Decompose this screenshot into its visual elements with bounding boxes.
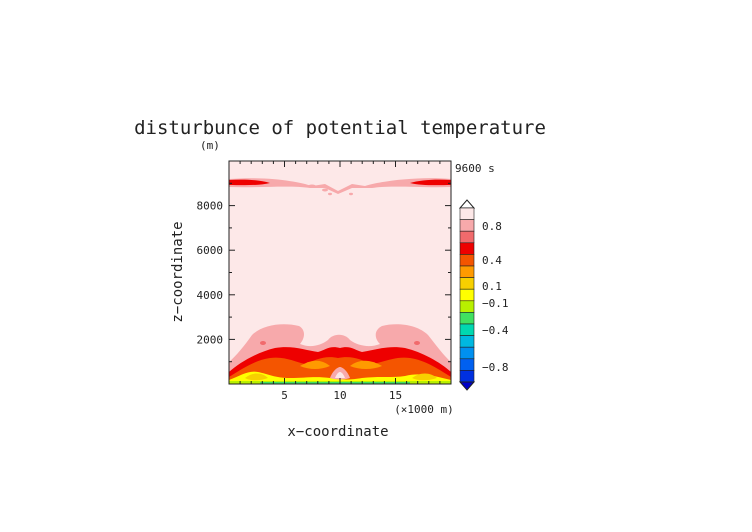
colorbar-segment [459, 312, 475, 325]
x-tick-label: 5 [281, 389, 288, 402]
colorbar-segment [459, 219, 475, 232]
upper-band-outer [229, 178, 451, 194]
colorbar-segment [459, 358, 475, 371]
colorbar-bottom-arrow [458, 381, 476, 391]
y-tick-label: 2000 [197, 333, 224, 346]
colorbar-segment [459, 207, 475, 220]
colorbar-top-arrow [458, 199, 476, 209]
colorbar-segment [459, 230, 475, 244]
x-unit-label: (×1000 m) [394, 403, 454, 416]
time-label: 9600 s [455, 162, 495, 175]
chart-title: disturbunce of potential temperature [134, 117, 546, 139]
x-axis: 5 10 15 [239, 161, 441, 402]
upper-blob [322, 188, 328, 192]
y-tick-label: 8000 [197, 200, 224, 213]
colorbar-segment [459, 323, 475, 336]
x-tick-label: 10 [333, 389, 346, 402]
y-unit-label: (m) [200, 139, 220, 152]
y-axis-label: z−coordinate [170, 221, 186, 322]
colorbar-label: 0.1 [482, 280, 502, 293]
colorbar-label: 0.8 [482, 220, 502, 233]
colorbar-segment [459, 346, 475, 360]
lower-orange-lobe [350, 360, 382, 369]
colorbar-segment [459, 370, 475, 383]
small-red-cell [414, 341, 420, 345]
contour-field [229, 161, 451, 384]
colorbar-segment [459, 254, 475, 267]
lower-orange-lobe [300, 360, 330, 369]
colorbar-segment [459, 242, 475, 255]
colorbar-segment [459, 265, 475, 278]
upper-blob [308, 184, 316, 188]
colorbar-label: −0.4 [482, 324, 509, 337]
y-axis: 2000 4000 6000 8000 [197, 182, 451, 363]
colorbar-segment [459, 288, 475, 302]
x-axis-label: x−coordinate [287, 424, 388, 440]
upper-band-left-core [229, 179, 270, 186]
colorbar: 0.8 0.4 0.1 −0.1 −0.4 −0.8 [458, 199, 509, 391]
x-tick-label: 15 [389, 389, 402, 402]
colorbar-label: 0.4 [482, 254, 502, 267]
colorbar-segment [459, 277, 475, 290]
surface-strip-core [260, 382, 410, 384]
colorbar-label: −0.8 [482, 361, 509, 374]
upper-blob [349, 192, 353, 196]
small-red-cell [260, 341, 266, 345]
upper-blob [328, 192, 332, 196]
y-tick-label: 4000 [197, 289, 224, 302]
y-tick-label: 6000 [197, 244, 224, 257]
colorbar-segment [459, 335, 475, 348]
central-anomaly-core [335, 372, 345, 378]
colorbar-label: −0.1 [482, 297, 509, 310]
lower-yellow-core [245, 373, 268, 381]
lower-yellow-core [412, 373, 437, 381]
colorbar-segment [459, 300, 475, 313]
upper-band-right-core [410, 179, 451, 186]
